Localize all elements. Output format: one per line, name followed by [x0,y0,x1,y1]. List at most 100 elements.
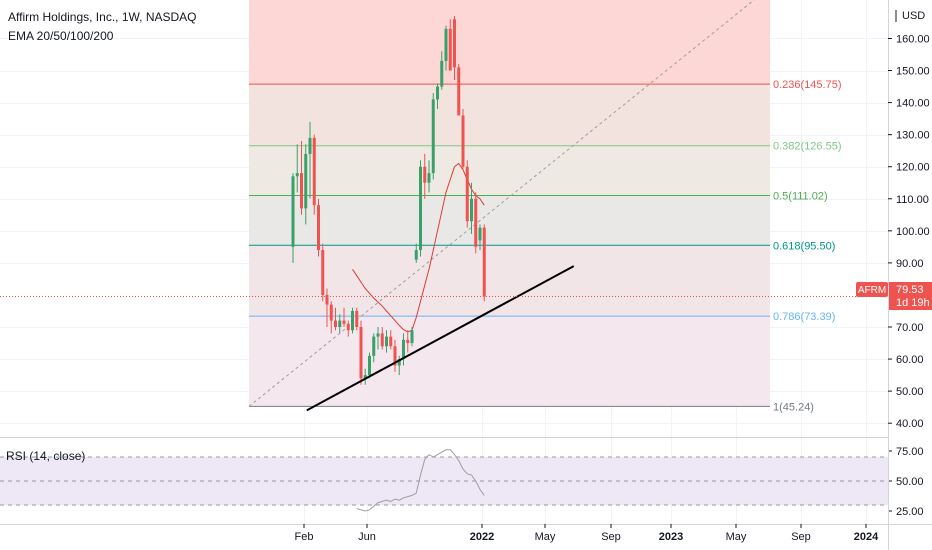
candle [427,160,431,193]
candle-body [427,173,431,183]
rsi-tick-label: 25.00 [896,506,924,518]
candle [444,25,448,71]
candle [389,330,393,350]
candle [436,83,439,109]
fib-band [249,0,770,85]
candle [321,243,325,302]
price-tick-label: 120.00 [896,162,930,174]
candle [304,144,308,225]
price-tick-label: 100.00 [896,226,930,238]
price-tick-label: 70.00 [896,322,924,334]
current-price: 79.53 [896,284,924,296]
price-tick-label: 60.00 [896,354,924,366]
candle [351,307,354,334]
ticker-badge-text: AFRM [858,285,886,296]
candle [393,339,397,372]
candle-body [431,99,435,174]
time-tick-label: Jun [358,531,376,543]
currency-label: USD [902,10,925,22]
time-tick-label: 2022 [470,531,494,543]
candle-body [385,336,388,347]
candle [385,330,388,353]
candle [402,333,405,366]
time-axis[interactable]: Feb Jun 2022 May Sep 2023 May Sep 2024 [295,524,880,543]
candle-body [304,153,308,209]
fib-level-label: 0.618(95.50) [773,240,835,252]
price-badge [889,282,932,310]
chart-title: Affirm Holdings, Inc., 1W, NASDAQ [8,10,197,24]
candle [406,330,410,353]
candle [355,307,359,331]
candle-body [312,137,316,206]
candle [312,134,316,215]
candle-body [325,294,329,305]
candle-body [448,28,452,71]
candle-body [346,323,350,331]
price-axis[interactable]: 160.00 150.00 140.00 130.00 120.00 110.00 100.… [888,33,930,430]
time-tick-label: 2023 [659,531,683,543]
candle-body [308,137,312,154]
bar-countdown: 1d 19h [896,297,930,309]
candle [457,64,461,116]
candle-body [474,198,478,247]
candle-body [376,333,380,337]
fib-band [249,245,770,317]
candle-body [440,60,444,87]
candle [410,327,414,347]
time-tick-label: 2024 [854,531,879,543]
price-tick-label: 130.00 [896,130,930,142]
price-tick-label: 140.00 [896,98,930,110]
price-tick-label: 110.00 [896,194,929,206]
fib-labels: 0.236(145.75) 0.382(126.55) 0.5(111.02) 0.6… [773,79,842,413]
candle [329,301,333,334]
candle-body [380,333,384,347]
candle [368,352,371,379]
candle [295,144,299,193]
candle [363,368,367,385]
candle-body [393,346,397,366]
candle [308,121,312,199]
rsi-label: RSI (14, close) [6,449,85,463]
candle [461,109,465,170]
candle-body [457,67,461,116]
indicator-label: EMA 20/50/100/200 [8,29,114,43]
price-marker: AFRM 79.53 1d 19h [856,282,932,310]
price-tick-label: 40.00 [896,418,924,430]
candle-body [291,176,295,247]
candle-body [402,339,405,360]
candle-body [351,310,354,331]
rsi-tick-label: 75.00 [896,446,924,458]
candle-body [334,320,337,327]
candle [334,307,337,331]
rsi-tick-label: 50.00 [896,476,924,488]
candle-body [389,336,393,347]
price-tick-label: 90.00 [896,258,924,270]
time-tick-label: Sep [601,531,621,543]
candlesticks [291,16,486,385]
candle-body [470,198,473,222]
time-tick-label: Feb [295,531,314,543]
candle [474,192,478,254]
ema-line [352,162,485,333]
fibonacci-retracement[interactable] [249,0,770,407]
candle-body [363,375,367,379]
trendline[interactable] [306,265,575,412]
candle-body [397,359,401,366]
fib-level-label: 0.786(73.39) [773,311,835,323]
candle-body [329,304,333,321]
candle-body [338,320,342,327]
candle [338,314,342,334]
candle-body [372,336,376,356]
ema-20-line [352,162,485,333]
price-tick-label: 150.00 [896,66,930,78]
fib-level-label: 1(45.24) [773,401,814,413]
candle [470,182,473,235]
candle [359,320,363,385]
candle-body [317,205,320,251]
candle-body [436,86,439,100]
candle-body [444,28,448,61]
candle [291,173,295,263]
candle [453,16,456,81]
time-tick-label: Sep [791,531,811,543]
